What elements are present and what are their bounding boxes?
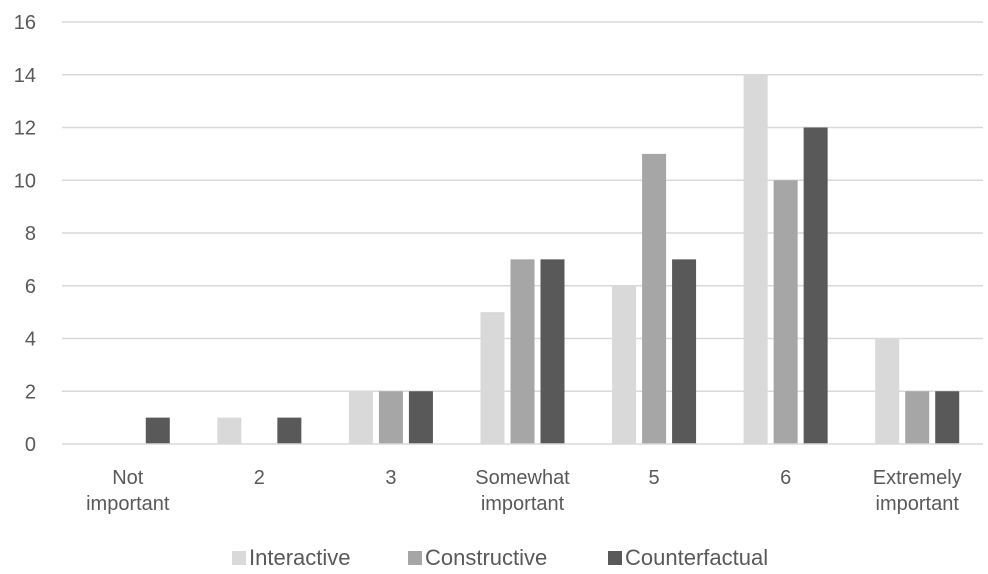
x-tick-label: important bbox=[481, 493, 565, 515]
bar-interactive-1 bbox=[217, 417, 242, 444]
y-axis-ticks: 0 2 4 6 8 10 12 14 16 bbox=[14, 12, 36, 456]
x-tick-label: important bbox=[86, 493, 170, 515]
bar-constructive-5 bbox=[773, 180, 798, 444]
x-tick-label: Extremely bbox=[873, 467, 962, 489]
y-tick-label: 0 bbox=[25, 434, 36, 456]
x-axis-ticks: Not important 2 3 Somewhat important 5 6 Extreme… bbox=[86, 467, 962, 515]
bar-constructive-3 bbox=[510, 259, 535, 444]
x-tick-label: 5 bbox=[649, 467, 660, 489]
legend-label-counterfactual: Counterfactual bbox=[625, 545, 768, 570]
bar-interactive-3 bbox=[480, 312, 505, 444]
x-tick-label: Somewhat bbox=[475, 467, 570, 489]
legend-swatch-counterfactual bbox=[608, 551, 622, 565]
bar-interactive-6 bbox=[875, 338, 900, 444]
bars bbox=[145, 74, 960, 444]
bar-interactive-4 bbox=[612, 285, 637, 444]
x-tick-label: 2 bbox=[254, 467, 265, 489]
bar-counterfactual-6 bbox=[935, 391, 960, 444]
y-tick-label: 2 bbox=[25, 381, 36, 403]
y-tick-label: 8 bbox=[25, 223, 36, 245]
bar-constructive-2 bbox=[378, 391, 403, 444]
bar-counterfactual-3 bbox=[540, 259, 565, 444]
x-tick-label: 6 bbox=[780, 467, 791, 489]
bar-counterfactual-2 bbox=[408, 391, 433, 444]
bar-interactive-2 bbox=[348, 391, 373, 444]
bar-interactive-5 bbox=[743, 74, 768, 444]
y-tick-label: 10 bbox=[14, 170, 36, 192]
bar-constructive-4 bbox=[642, 153, 667, 444]
legend: Interactive Constructive Counterfactual bbox=[232, 545, 768, 570]
y-tick-label: 12 bbox=[14, 118, 36, 140]
legend-swatch-interactive bbox=[232, 551, 246, 565]
y-tick-label: 6 bbox=[25, 276, 36, 298]
legend-label-interactive: Interactive bbox=[249, 545, 351, 570]
bar-counterfactual-4 bbox=[672, 259, 697, 444]
y-tick-label: 4 bbox=[25, 329, 36, 351]
bar-constructive-6 bbox=[905, 391, 930, 444]
x-tick-label: Not bbox=[112, 467, 144, 489]
bar-counterfactual-0 bbox=[145, 417, 170, 444]
bar-counterfactual-5 bbox=[803, 127, 828, 444]
bar-counterfactual-1 bbox=[277, 417, 302, 444]
legend-label-constructive: Constructive bbox=[425, 545, 547, 570]
y-tick-label: 14 bbox=[14, 65, 36, 87]
y-tick-label: 16 bbox=[14, 12, 36, 34]
x-tick-label: important bbox=[876, 493, 960, 515]
legend-swatch-constructive bbox=[408, 551, 422, 565]
x-tick-label: 3 bbox=[385, 467, 396, 489]
